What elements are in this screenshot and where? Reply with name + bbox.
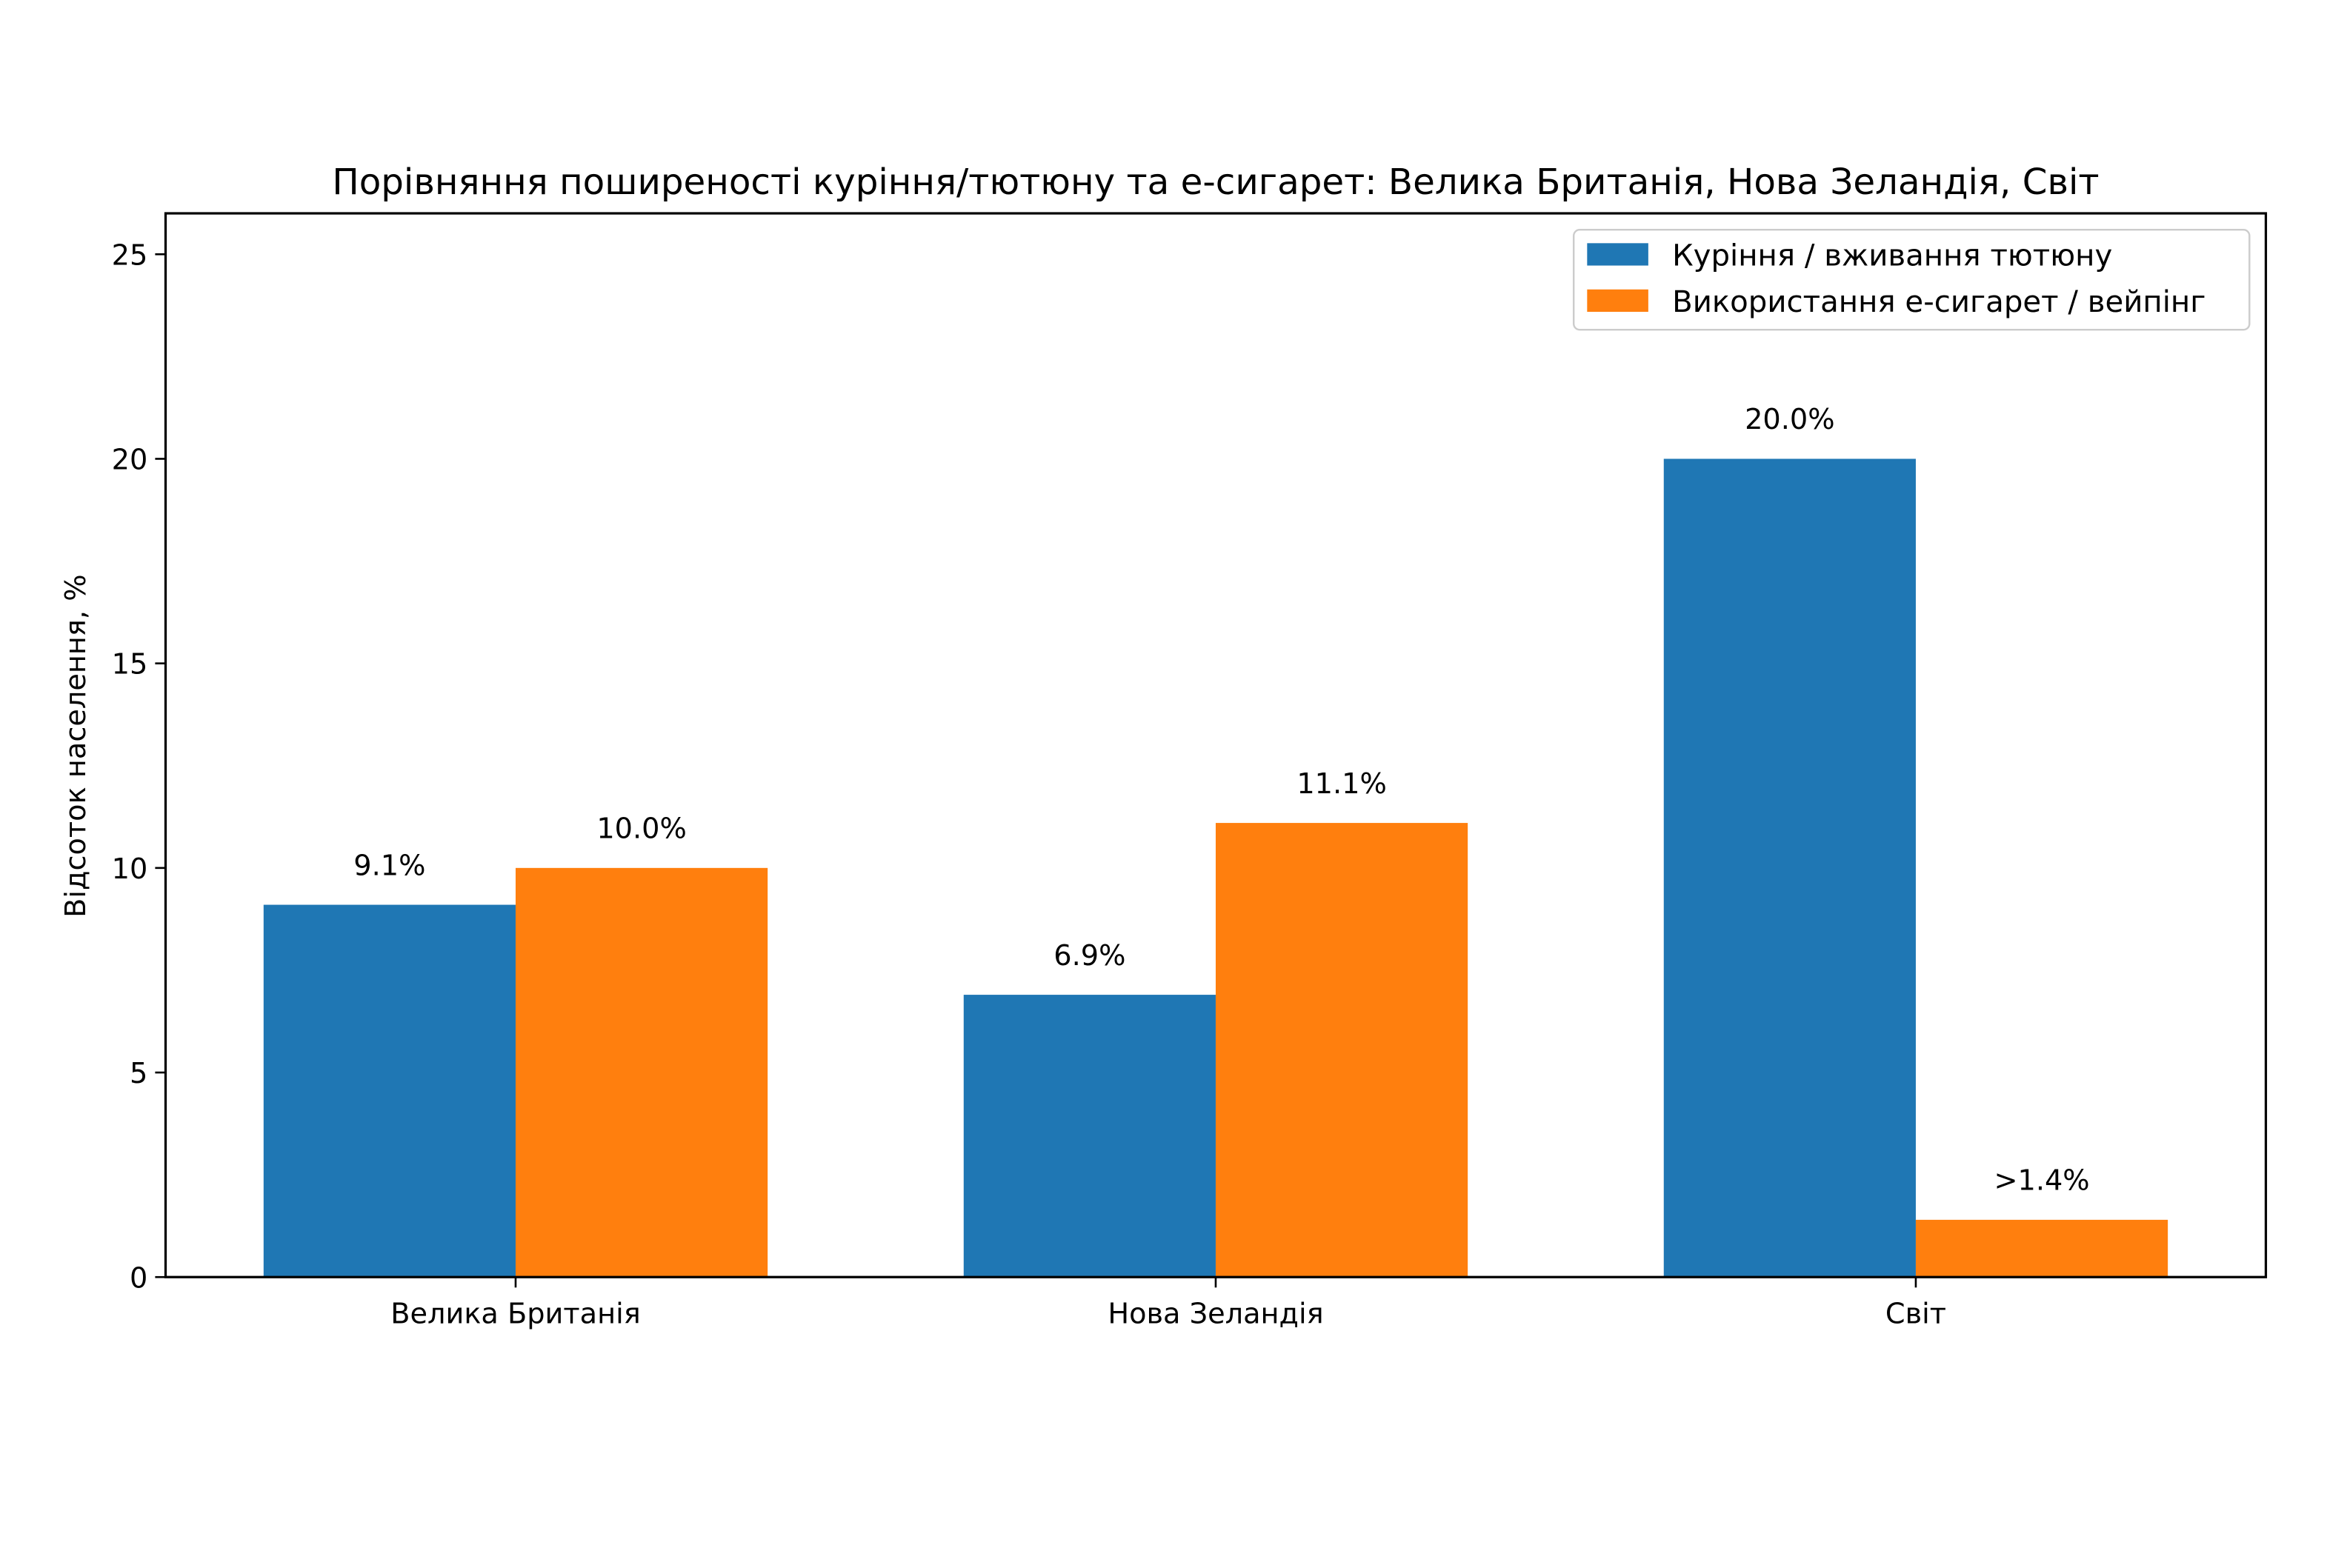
y-tick-label: 0 (130, 1261, 147, 1295)
bar-vaping (1915, 1219, 2168, 1278)
legend-label-smoking: Куріння / вживання тютюну (1672, 239, 2112, 273)
y-tick-label: 15 (112, 648, 148, 681)
legend: Куріння / вживання тютюну Використання е… (1572, 228, 2251, 331)
bar-smoking (963, 995, 1216, 1278)
data-label: 11.1% (1296, 767, 1386, 801)
axes-frame (164, 212, 2268, 1278)
y-tick-label: 25 (112, 238, 148, 272)
data-label: >1.4% (1994, 1164, 2089, 1198)
legend-box (1572, 228, 2251, 331)
y-tick-label: 5 (130, 1057, 147, 1090)
y-axis-label: Відсоток населення, % (59, 574, 93, 917)
x-tick-label: Світ (1885, 1298, 1946, 1331)
bar-smoking (263, 904, 516, 1278)
bar-vaping (515, 867, 768, 1278)
x-tick-label: Нова Зеландія (1108, 1298, 1323, 1331)
legend-label-vaping: Використання е-сигарет / вейпінг (1672, 285, 2206, 319)
data-label: 10.0% (596, 813, 686, 846)
data-label: 20.0% (1745, 403, 1834, 436)
bar-smoking (1663, 458, 1916, 1278)
legend-swatch-vaping (1587, 289, 1648, 312)
data-label: 9.1% (353, 849, 425, 882)
x-tick-label: Велика Британія (390, 1298, 640, 1331)
bar-vaping (1215, 823, 1468, 1278)
y-tick-label: 20 (112, 444, 148, 477)
y-tick-label: 10 (112, 853, 148, 886)
legend-swatch-smoking (1587, 243, 1648, 266)
chart-title: Порівняння поширеності куріння/тютюну та… (332, 161, 2099, 203)
plot-area: 0 5 10 15 20 25 Велика Британія Нова Зеландія Св… (112, 238, 2168, 1331)
data-label: 6.9% (1053, 939, 1125, 973)
